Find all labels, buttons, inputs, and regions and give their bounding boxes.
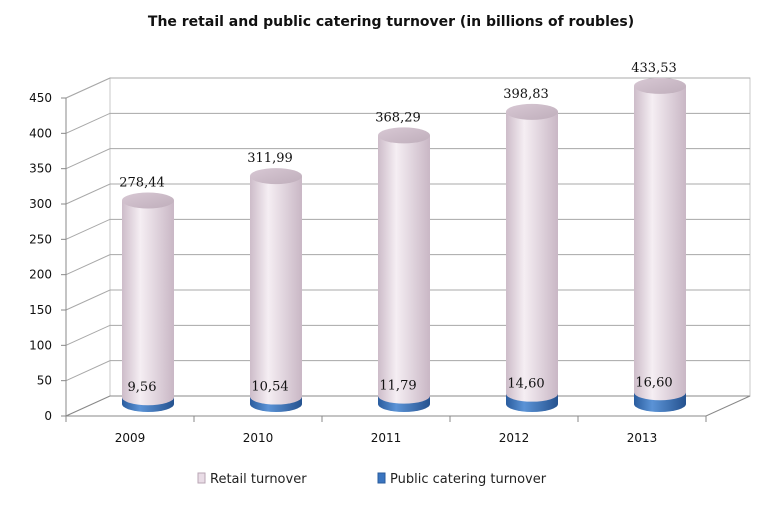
retail-data-label: 278,44 bbox=[119, 175, 165, 190]
retail-bar-top bbox=[506, 103, 558, 120]
retail-bar bbox=[506, 111, 558, 402]
catering-data-label: 16,60 bbox=[635, 375, 672, 390]
bar-group bbox=[250, 168, 302, 412]
side-wall bbox=[65, 77, 111, 417]
legend-item: Retail turnover bbox=[197, 472, 307, 487]
legend-label: Public catering turnover bbox=[390, 472, 547, 487]
catering-data-label: 9,56 bbox=[128, 380, 157, 395]
x-tick-label: 2012 bbox=[499, 431, 530, 445]
retail-bar-top bbox=[378, 127, 430, 144]
retail-data-label: 311,99 bbox=[247, 151, 293, 166]
chart-title: The retail and public catering turnover … bbox=[148, 14, 634, 30]
gridline bbox=[65, 77, 750, 99]
retail-bar-top bbox=[634, 77, 686, 94]
y-tick-label: 150 bbox=[29, 303, 52, 317]
bar-group bbox=[378, 127, 430, 412]
retail-bar bbox=[378, 135, 430, 404]
x-tick-label: 2011 bbox=[371, 431, 402, 445]
catering-data-label: 11,79 bbox=[379, 379, 416, 394]
legend-swatch bbox=[197, 472, 206, 484]
y-tick-label: 200 bbox=[29, 268, 52, 282]
y-tick-label: 400 bbox=[29, 126, 52, 140]
data-labels: 278,44 9,56 311,99 10,54 368,29 11,79 398,83 14… bbox=[119, 61, 677, 395]
retail-data-label: 398,83 bbox=[503, 87, 549, 102]
y-tick-label: 250 bbox=[29, 232, 52, 246]
x-tick-label: 2010 bbox=[243, 431, 274, 445]
catering-data-label: 10,54 bbox=[251, 380, 288, 395]
y-tick-label: 0 bbox=[44, 409, 52, 423]
legend-swatch bbox=[377, 472, 386, 484]
bars bbox=[122, 77, 686, 412]
retail-bar-top bbox=[122, 192, 174, 209]
x-axis-ticks: 2009 2010 2011 2012 2013 bbox=[65, 415, 707, 445]
x-tick-label: 2009 bbox=[115, 431, 146, 445]
bar-group bbox=[122, 192, 174, 412]
catering-data-label: 14,60 bbox=[507, 377, 544, 392]
retail-bar-top bbox=[250, 168, 302, 185]
y-tick-label: 350 bbox=[29, 162, 52, 176]
legend-item: Public catering turnover bbox=[377, 472, 547, 487]
legend: Retail turnover Public catering turnover bbox=[197, 472, 547, 487]
bar-group bbox=[506, 103, 558, 412]
y-tick-label: 300 bbox=[29, 197, 52, 211]
x-tick-label: 2013 bbox=[627, 431, 658, 445]
bar-group bbox=[634, 77, 686, 412]
y-tick-label: 50 bbox=[37, 374, 52, 388]
y-tick-label: 450 bbox=[29, 91, 52, 105]
y-tick-label: 100 bbox=[29, 338, 52, 352]
retail-data-label: 368,29 bbox=[375, 110, 421, 125]
y-axis-ticks: 0 50 100 150 200 250 300 350 400 450 bbox=[29, 91, 67, 423]
retail-data-label: 433,53 bbox=[631, 61, 677, 76]
retail-bar bbox=[634, 85, 686, 401]
retail-bar bbox=[122, 200, 174, 406]
legend-label: Retail turnover bbox=[210, 472, 307, 487]
retail-bar bbox=[250, 176, 302, 405]
